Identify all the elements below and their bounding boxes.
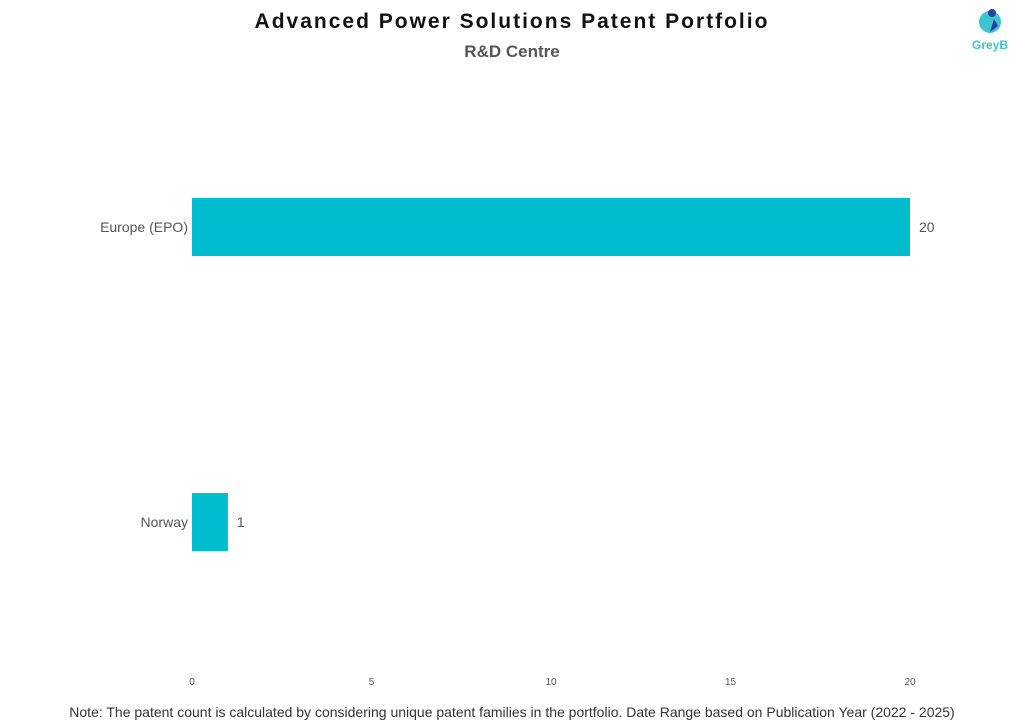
category-label: Norway [141, 514, 188, 530]
data-label: 1 [237, 514, 245, 530]
data-label: 20 [919, 219, 935, 235]
bar-europe-epo- [192, 198, 910, 256]
bar-norway [192, 493, 228, 551]
logo-text: GreyB [971, 38, 1009, 52]
category-label: Europe (EPO) [100, 219, 188, 235]
x-tick-label: 0 [189, 677, 195, 688]
x-tick-label: 10 [545, 677, 557, 688]
chart-title: Advanced Power Solutions Patent Portfoli… [254, 10, 770, 33]
greyb-logo-icon [979, 9, 1001, 33]
x-tick-label: 5 [369, 677, 375, 688]
x-tick-label: 15 [725, 677, 737, 688]
chart-note: Note: The patent count is calculated by … [69, 704, 955, 720]
greyb-logo: GreyB [968, 6, 1012, 58]
x-tick-label: 20 [904, 677, 916, 688]
chart-subtitle: R&D Centre [464, 42, 560, 61]
